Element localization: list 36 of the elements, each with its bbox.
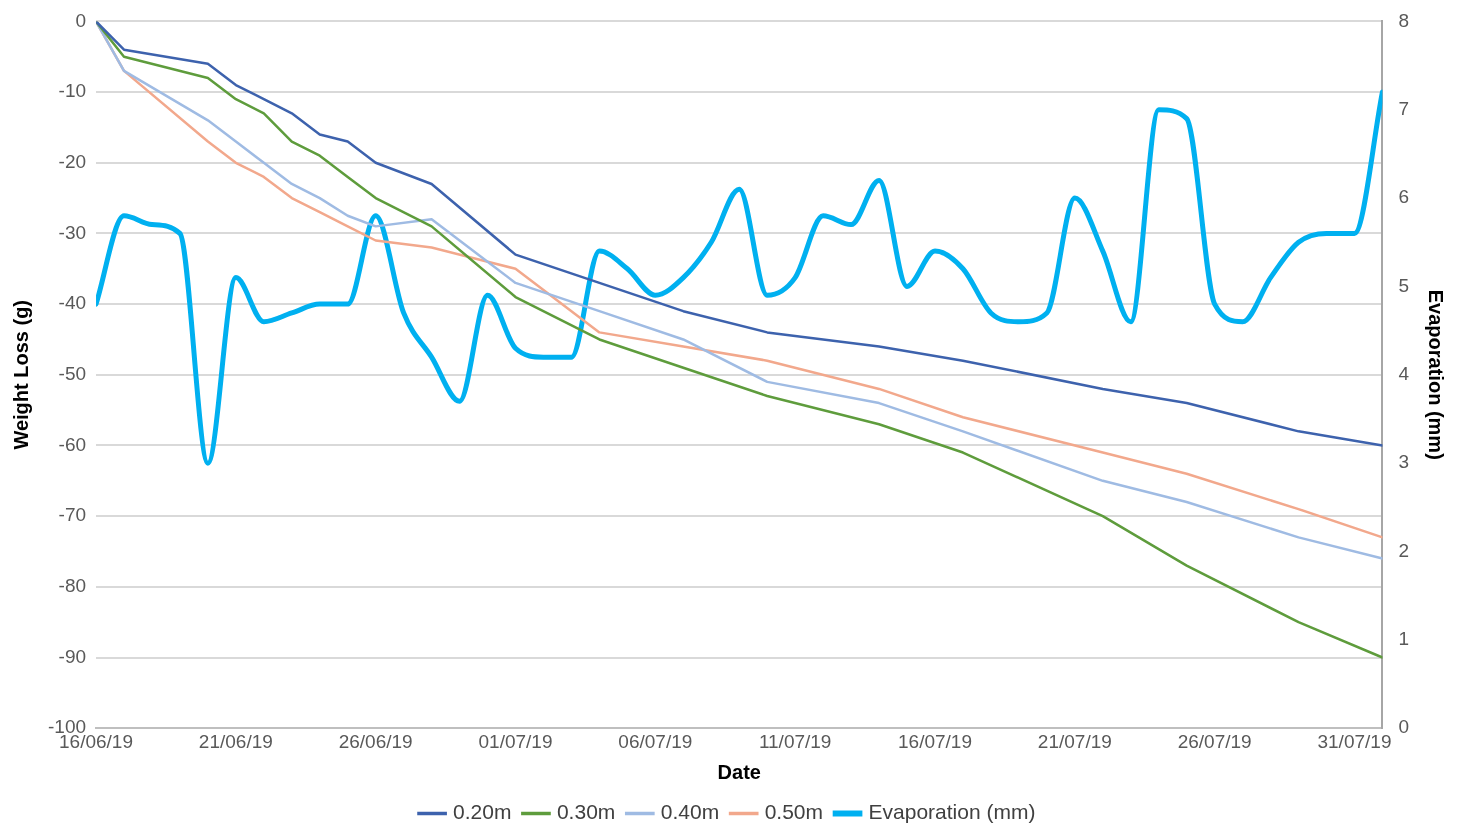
legend-label: 0.50m xyxy=(764,800,824,824)
x-tick-label: 06/07/19 xyxy=(618,730,693,752)
y2-tick-label: 7 xyxy=(1398,97,1410,119)
x-tick-label: 26/07/19 xyxy=(1177,730,1252,752)
x-tick-label: 21/06/19 xyxy=(198,730,273,752)
y2-axis-title: Evaporation (mm) xyxy=(1425,289,1448,460)
x-tick-label: 31/07/19 xyxy=(1317,730,1392,752)
y2-tick-label: 2 xyxy=(1398,539,1410,561)
y2-tick-label: 3 xyxy=(1398,451,1410,473)
y-tick-label: -80 xyxy=(58,575,87,597)
x-tick-label: 26/06/19 xyxy=(338,730,413,752)
x-tick-label: 11/07/19 xyxy=(758,730,832,752)
y-tick-label: -30 xyxy=(58,221,87,243)
y2-tick-label: 1 xyxy=(1398,628,1410,650)
y-tick-label: -40 xyxy=(58,292,87,314)
legend-label: 0.40m xyxy=(660,800,720,824)
x-tick-label: 16/07/19 xyxy=(898,730,972,752)
legend-label: 0.30m xyxy=(556,800,616,824)
x-tick-label: 01/07/19 xyxy=(478,730,553,752)
y-tick-label: -50 xyxy=(58,363,87,385)
y2-tick-label: 8 xyxy=(1398,9,1410,31)
legend-label: 0.20m xyxy=(453,800,512,824)
y2-tick-label: 4 xyxy=(1398,363,1410,385)
y-tick-label: -90 xyxy=(58,645,87,667)
legend-label: Evaporation (mm) xyxy=(868,800,1036,824)
y-tick-label: -70 xyxy=(58,504,87,526)
y-tick-label: -60 xyxy=(58,433,87,455)
y-axis-title: Weight Loss (g) xyxy=(9,299,32,450)
y-tick-label: -20 xyxy=(58,150,87,172)
y-tick-label: -10 xyxy=(58,80,87,102)
x-tick-label: 21/07/19 xyxy=(1037,730,1112,752)
y-tick-label: 0 xyxy=(75,9,87,31)
y2-tick-label: 6 xyxy=(1398,186,1410,208)
y2-tick-label: 0 xyxy=(1398,716,1410,738)
y2-tick-label: 5 xyxy=(1398,274,1410,296)
x-axis-title: Date xyxy=(717,760,761,783)
